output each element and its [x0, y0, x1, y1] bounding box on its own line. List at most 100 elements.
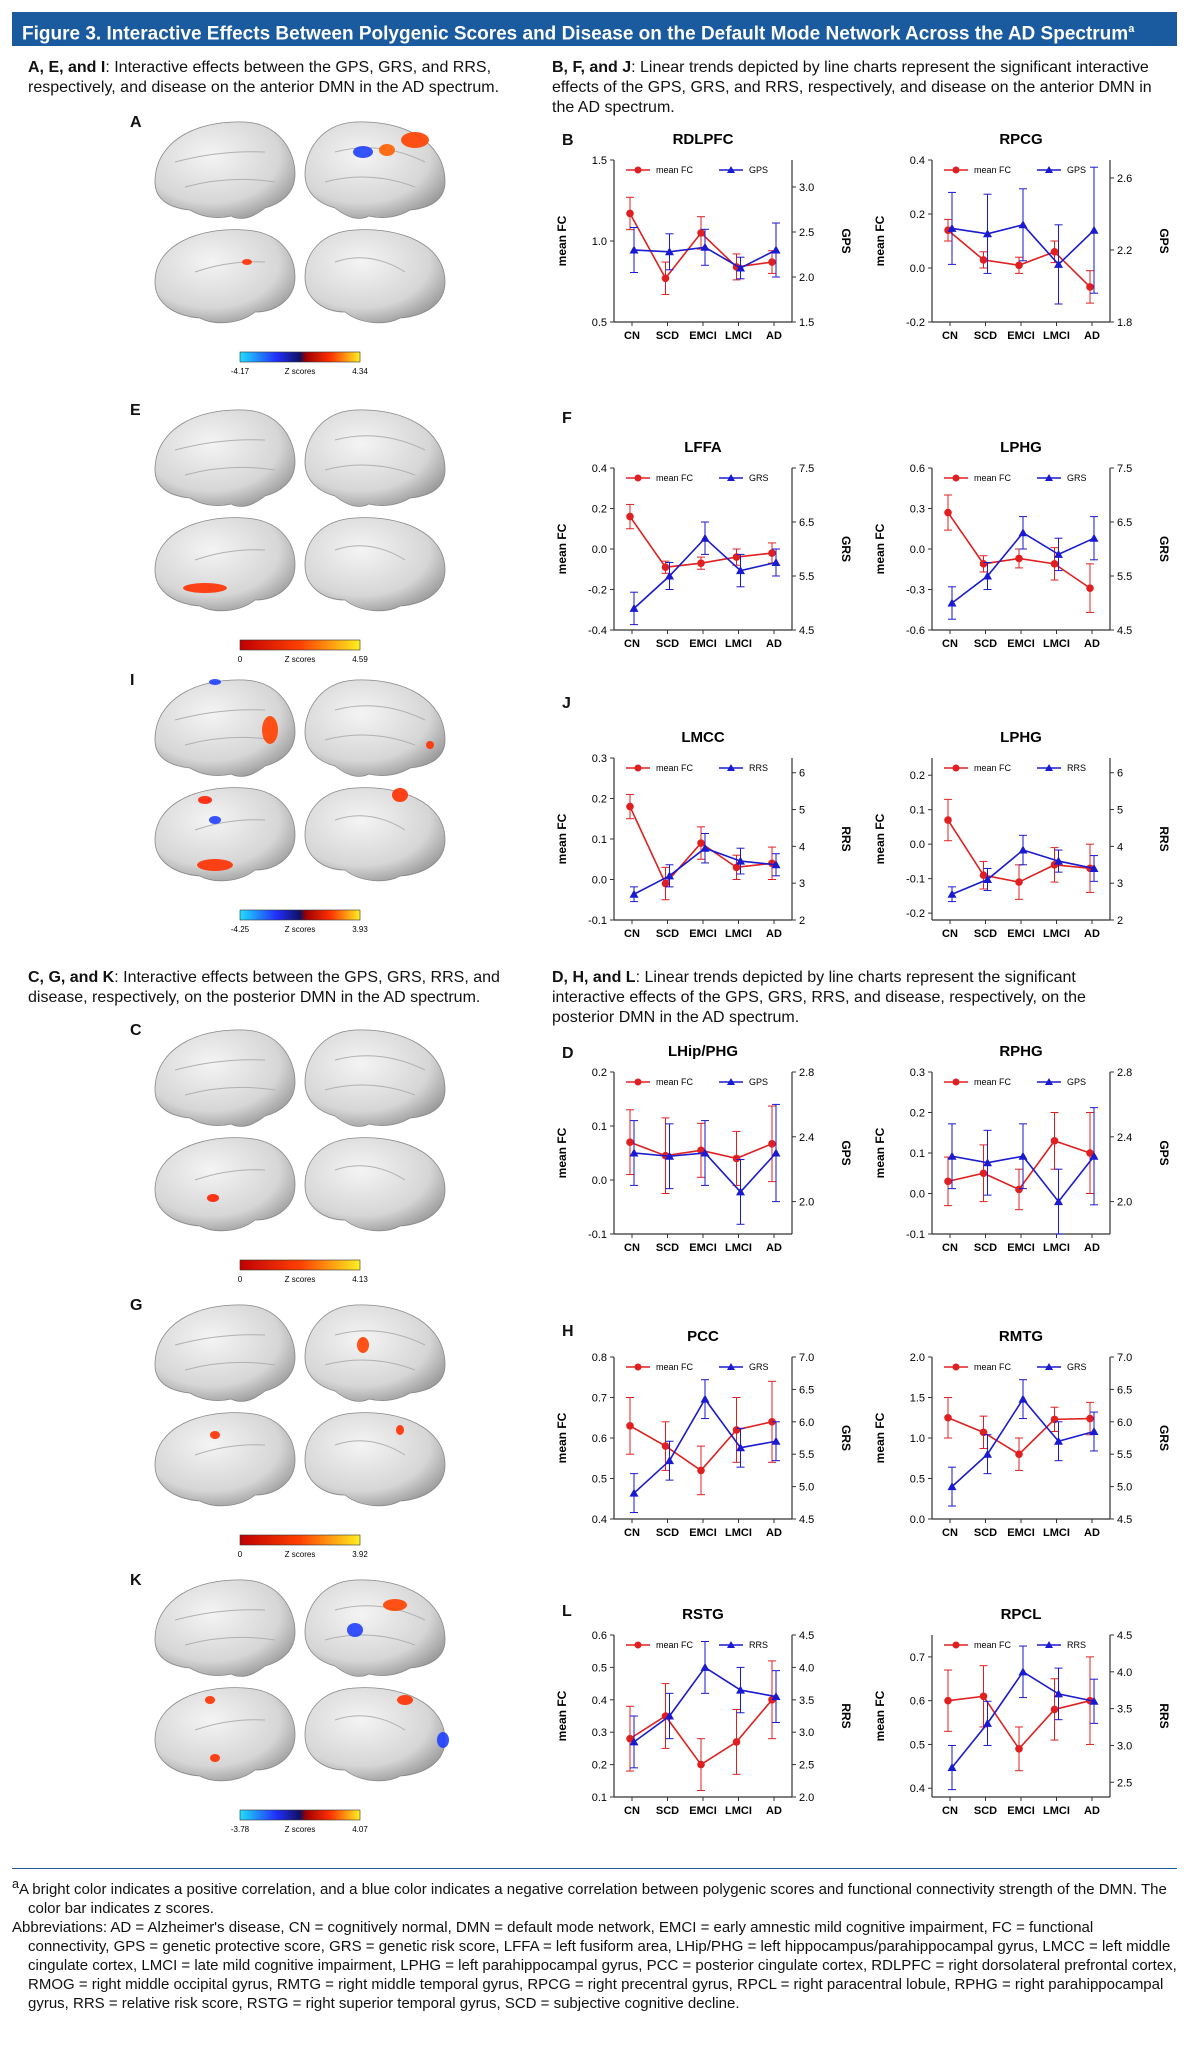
- y-tick-label: 0.0: [910, 1514, 925, 1526]
- x-tick-label: LMCI: [1043, 330, 1070, 342]
- caption-aei: A, E, and I: Interactive effects between…: [28, 59, 500, 96]
- panel-letter-e: E: [130, 402, 141, 419]
- brain-sulcus: [174, 439, 266, 451]
- legend-label-score: GPS: [1067, 165, 1086, 175]
- chart-rstg: RSTG 0.1 0.2 0.3 0.4 0.5 0.6 2.0 2.5 3.0 3.5 4.0 4.5…: [555, 1606, 853, 1817]
- y2-tick-label: 5.5: [1117, 571, 1132, 583]
- activation-cluster: [437, 1732, 449, 1748]
- footnotes: aA bright color indicates a positive cor…: [12, 1868, 1177, 2013]
- activation-cluster: [357, 1337, 369, 1353]
- activation-cluster: [205, 1696, 215, 1704]
- chart-title: RDLPFC: [673, 131, 734, 148]
- legend-label-score: GPS: [749, 1077, 768, 1087]
- y2-tick-label: 2.0: [1117, 1197, 1132, 1209]
- legend-marker-fc: [634, 764, 642, 772]
- y2-tick-label: 3.0: [799, 1727, 814, 1739]
- data-point-fc: [979, 1428, 988, 1437]
- x-tick-label: AD: [1084, 330, 1100, 342]
- brain-sulcus: [334, 705, 426, 721]
- y2-axis-label: GRS: [1157, 536, 1171, 562]
- data-point-fc: [944, 1696, 952, 1705]
- activation-cluster: [401, 132, 429, 148]
- data-point-score: [1089, 863, 1099, 872]
- x-tick-label: EMCI: [689, 638, 717, 650]
- data-point-score: [1089, 1151, 1099, 1160]
- chart-title: RPCL: [1001, 1606, 1042, 1623]
- y-tick-label: -0.1: [906, 874, 925, 886]
- y2-tick-label: 4.5: [1117, 625, 1132, 637]
- data-point-fc: [944, 816, 952, 824]
- y-tick-label: 0.1: [592, 1792, 607, 1804]
- chart-rmtg: RMTG 0.0 0.5 1.0 1.5 2.0 4.5 5.0 5.5 6.0 6.5 7.0 CN S…: [873, 1328, 1171, 1539]
- data-point-score: [983, 229, 992, 238]
- data-point-fc: [732, 863, 741, 872]
- data-point-fc: [944, 1413, 952, 1422]
- brain-sulcus: [194, 261, 266, 273]
- x-tick-label: CN: [942, 1527, 958, 1539]
- y-axis-label: mean FC: [873, 523, 887, 574]
- legend-marker-fc: [952, 1641, 960, 1649]
- data-point-score: [665, 1151, 674, 1160]
- colorbar: [239, 1534, 361, 1546]
- brain-sulcus: [334, 1165, 406, 1181]
- y2-tick-label: 5.0: [799, 1482, 814, 1494]
- x-tick-label: SCD: [974, 1242, 997, 1254]
- brain-sulcus: [334, 545, 406, 561]
- data-point-fc: [1086, 283, 1094, 291]
- brain-sulcus: [184, 178, 276, 188]
- legend-label-fc: mean FC: [974, 1640, 1012, 1650]
- y2-tick-label: 4.5: [1117, 1630, 1132, 1642]
- brain-sulcus: [194, 819, 266, 831]
- panel-letter-d: D: [562, 1045, 574, 1062]
- data-point-fc: [979, 871, 988, 879]
- y-tick-label: 0.2: [592, 504, 607, 516]
- y-tick-label: 0.0: [910, 263, 925, 275]
- legend-marker-fc: [952, 1078, 960, 1086]
- legend-marker-fc: [634, 1078, 642, 1086]
- data-point-fc: [1015, 1450, 1023, 1458]
- brain-lateral-right: [304, 679, 446, 777]
- data-point-fc: [1086, 1149, 1094, 1157]
- x-tick-label: LMCI: [725, 638, 752, 650]
- chart-title: LMCC: [681, 729, 724, 746]
- x-tick-label: EMCI: [1007, 1527, 1035, 1539]
- brain-medial-right: [304, 229, 446, 324]
- caption-bfj: B, F, and J: Linear trends depicted by l…: [552, 59, 1152, 116]
- data-point-score: [947, 1151, 957, 1160]
- data-point-score: [771, 860, 781, 869]
- legend-label-fc: mean FC: [974, 1077, 1012, 1087]
- data-point-score: [700, 533, 710, 542]
- x-tick-label: CN: [624, 928, 640, 940]
- data-point-score: [947, 1763, 957, 1772]
- activation-cluster: [210, 1431, 220, 1439]
- activation-cluster: [347, 1623, 363, 1637]
- y-axis-label: mean FC: [555, 1412, 569, 1463]
- brain-sulcus: [334, 257, 406, 273]
- y2-tick-label: 2: [799, 915, 805, 927]
- data-point-score: [947, 223, 957, 232]
- y2-axis-label: RRS: [839, 1703, 853, 1728]
- y2-tick-label: 5.5: [799, 571, 814, 583]
- legend-marker-fc: [634, 1641, 642, 1649]
- y-tick-label: 0.6: [910, 463, 925, 475]
- data-point-score: [1018, 1394, 1028, 1403]
- data-point-score: [771, 1692, 781, 1701]
- brain-sulcus: [184, 1361, 276, 1371]
- legend-label-fc: mean FC: [656, 1077, 694, 1087]
- y2-axis-label: RRS: [839, 826, 853, 851]
- y-tick-label: 0.3: [592, 1727, 607, 1739]
- data-point-fc: [732, 1426, 741, 1434]
- colorbar-max-label: 4.13: [352, 1275, 368, 1284]
- activation-cluster: [210, 1754, 220, 1762]
- panel-letter-a: A: [130, 114, 142, 131]
- x-tick-label: EMCI: [1007, 1242, 1035, 1254]
- legend-label-fc: mean FC: [974, 1362, 1012, 1372]
- legend-label-score: GPS: [749, 165, 768, 175]
- brain-sulcus: [334, 1715, 406, 1731]
- y2-tick-label: 4.5: [799, 1514, 814, 1526]
- data-point-score: [1054, 259, 1063, 268]
- colorbar-min-label: -4.25: [231, 925, 250, 934]
- data-point-score: [983, 571, 992, 580]
- data-point-fc: [626, 802, 634, 811]
- brain-sulcus: [174, 709, 266, 721]
